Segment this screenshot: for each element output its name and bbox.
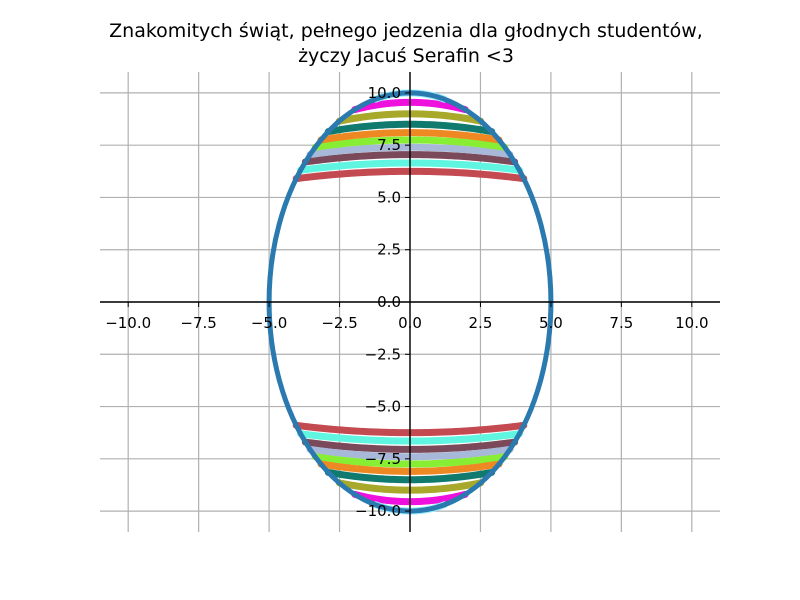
x-tick-label-0: −10.0 — [105, 314, 151, 332]
x-tick-label-2: −5.0 — [251, 314, 287, 332]
y-tick-label-1: −7.5 — [365, 450, 401, 468]
y-tick-label-2: −5.0 — [365, 398, 401, 416]
y-tick-label-3: −2.5 — [365, 345, 401, 363]
x-tick-label-5: 2.5 — [469, 314, 493, 332]
y-tick-label-8: 10.0 — [368, 84, 401, 102]
y-tick-label-0: −10.0 — [355, 502, 401, 520]
x-tick-label-7: 7.5 — [609, 314, 633, 332]
x-tick-label-3: −2.5 — [321, 314, 357, 332]
y-tick-label-6: 5.0 — [377, 188, 401, 206]
x-tick-label-1: −7.5 — [180, 314, 216, 332]
y-tick-label-4: 0.0 — [377, 293, 401, 311]
chart-title-line-1: Znakomitych świąt, pełnego jedzenia dla … — [109, 20, 703, 42]
ticks: −10.0 −7.5 −5.0 −2.5 0.0 2.5 5.0 7.5 10.0 −10.0 −7… — [105, 84, 708, 520]
y-tick-label-5: 2.5 — [377, 241, 401, 259]
x-tick-label-4: 0.0 — [398, 314, 422, 332]
y-tick-label-7: 7.5 — [377, 136, 401, 154]
chart-title-line-2: życzy Jacuś Serafin <3 — [298, 45, 514, 67]
x-tick-label-6: 5.0 — [539, 314, 563, 332]
x-tick-label-8: 10.0 — [675, 314, 708, 332]
